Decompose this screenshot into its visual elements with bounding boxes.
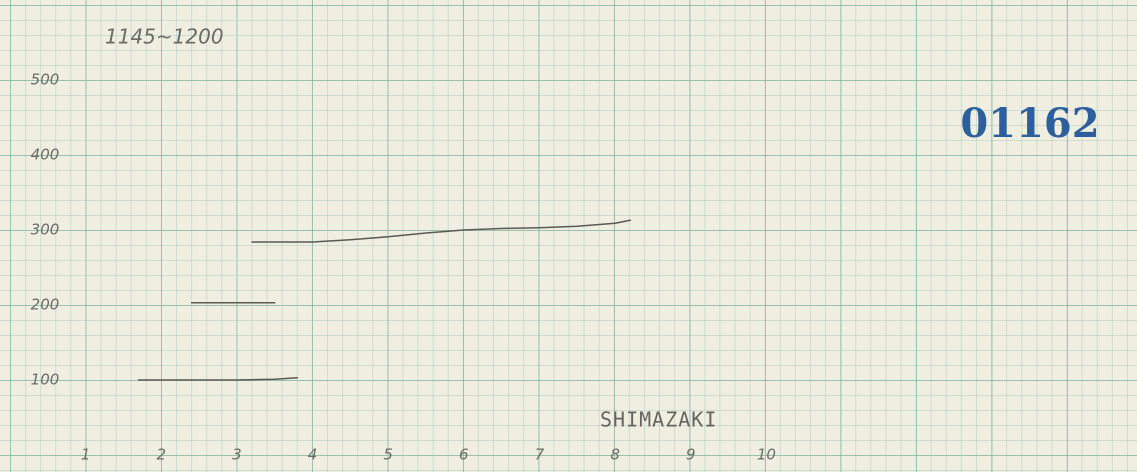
x-tick-label: 3	[232, 446, 242, 464]
x-tick-label: 10	[757, 446, 776, 464]
stamp: 01162	[960, 100, 1099, 147]
x-tick-label: 4	[308, 446, 318, 464]
y-tick-label: 200	[31, 296, 60, 314]
y-tick-label: 100	[31, 371, 60, 389]
x-axis-label: SHIMAZAKI	[600, 408, 717, 432]
y-tick-label: 500	[31, 71, 60, 89]
x-tick-label: 7	[535, 446, 545, 464]
x-tick-label: 9	[686, 446, 696, 464]
x-tick-label: 8	[610, 446, 620, 464]
pencil-line	[251, 219, 632, 243]
pencil-line	[137, 376, 299, 381]
x-tick-label: 1	[81, 446, 91, 464]
chart-title: 1145~1200	[105, 25, 224, 49]
x-tick-label: 5	[383, 446, 393, 464]
y-tick-label: 400	[31, 146, 60, 164]
y-tick-label: 300	[31, 221, 60, 239]
x-tick-label: 6	[459, 446, 469, 464]
x-tick-label: 2	[157, 446, 167, 464]
